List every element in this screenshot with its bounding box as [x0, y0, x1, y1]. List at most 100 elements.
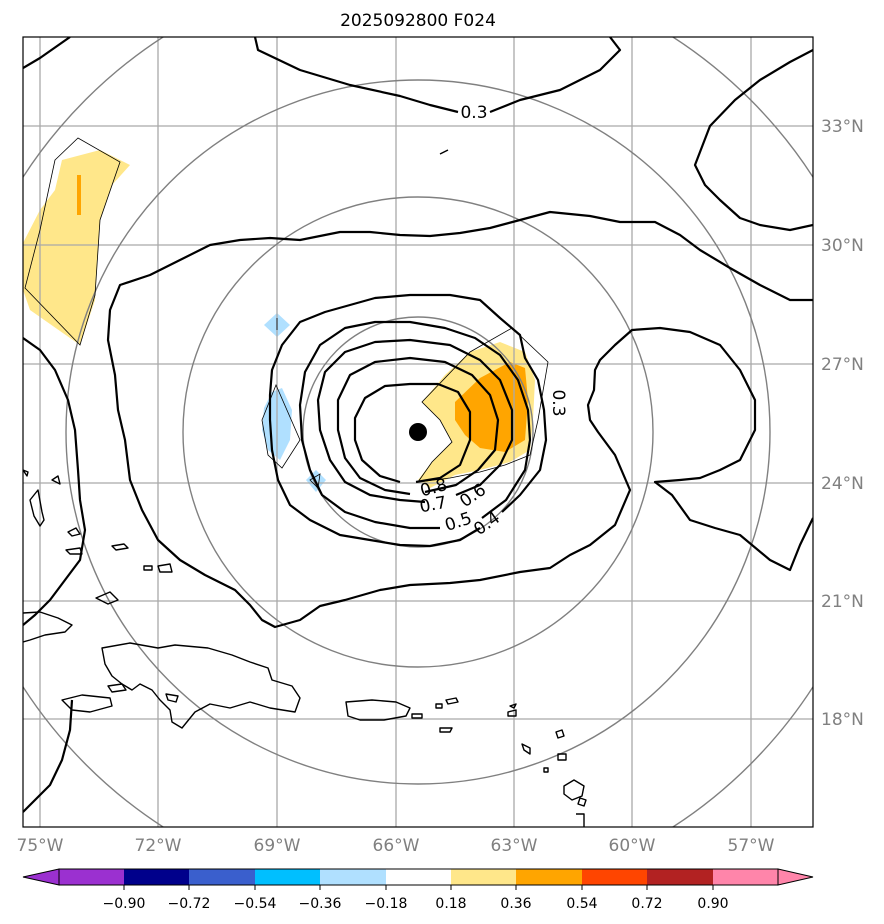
- lon-label-75w: 75°W: [17, 836, 64, 856]
- colorbar-seg-10: [647, 869, 713, 885]
- coast-inagua: [95, 591, 119, 605]
- colorbar-seg-11: [713, 869, 778, 885]
- coast-guadeloupe: [563, 779, 585, 801]
- map-frame: [22, 36, 814, 828]
- lon-label-69w: 69°W: [254, 836, 301, 856]
- colorbar-label-018: 0.18: [435, 896, 466, 912]
- colorbar-extend-high: [777, 868, 814, 886]
- coast-marie-galante: [577, 797, 587, 807]
- figure-title: 2025092800 F024: [340, 11, 496, 31]
- thin-outline-west: [261, 383, 301, 469]
- colorbar-seg-1: [59, 869, 124, 885]
- contour-07: [336, 356, 500, 496]
- coast-stmartin: [509, 703, 517, 709]
- colorbar-seg-9: [582, 869, 647, 885]
- coast-bahamas-1: [111, 543, 129, 551]
- thin-outline-small: [309, 473, 321, 489]
- coast-vi-1: [435, 703, 443, 709]
- colorbar-seg-5: [320, 869, 386, 885]
- lat-label-27n: 27°N: [821, 355, 864, 375]
- contour-label-07: 0.7: [418, 493, 448, 517]
- map-panel: 0.3 0.3 0.8 0.7 0.6 0.5 0.4: [22, 36, 814, 828]
- lat-label-30n: 30°N: [821, 236, 864, 256]
- coast-bahamas-4: [29, 489, 45, 527]
- contour-03-north: [23, 37, 622, 114]
- contours: [23, 37, 813, 813]
- colorbar-label-neg054: −0.54: [234, 896, 277, 912]
- shade-yellow-northwest: [23, 150, 130, 345]
- colorbar-seg-2: [124, 869, 189, 885]
- coast-bahamas-5: [23, 469, 29, 477]
- coast-montserrat: [543, 767, 549, 773]
- lat-label-24n: 24°N: [821, 474, 864, 494]
- graticule: [23, 37, 813, 827]
- lat-label-18n: 18°N: [821, 710, 864, 730]
- colorbar-label-neg072: −0.72: [168, 896, 211, 912]
- colorbar-label-neg090: −0.90: [103, 896, 146, 912]
- latitude-labels: 33°N 30°N 27°N 24°N 21°N 18°N: [821, 117, 864, 730]
- contour-03-northeast: [693, 49, 813, 232]
- colorbar-label-072: 0.72: [631, 896, 662, 912]
- colorbar-frame: [58, 868, 779, 886]
- thin-outline-northwest: [24, 137, 121, 346]
- lon-label-57w: 57°W: [728, 836, 775, 856]
- coast-antigua: [555, 729, 565, 739]
- coast-vi-2: [445, 697, 459, 705]
- contour-05: [298, 320, 532, 530]
- coast-vieques: [411, 713, 423, 719]
- colorbar-label-090: 0.90: [697, 896, 728, 912]
- coast-caicos: [157, 563, 173, 573]
- coast-gonave: [107, 683, 127, 693]
- colorbar-seg-3: [189, 869, 255, 885]
- colorbar-seg-7: [451, 869, 516, 885]
- coast-bahamas-3: [67, 527, 81, 537]
- thin-outlines: [24, 137, 549, 489]
- contour-06: [316, 338, 514, 504]
- storm-center-marker: [409, 423, 427, 441]
- coast-stcroix: [439, 727, 453, 733]
- colorbar-extend-low: [22, 868, 60, 886]
- colorbar: −0.90 −0.72 −0.54 −0.36 −0.18 0.18 0.36 …: [22, 868, 814, 912]
- coast-bermuda-dot: [439, 149, 449, 155]
- colorbar-label-036: 0.36: [500, 896, 531, 912]
- coast-hispaniola: [101, 642, 301, 729]
- colorbar-ticks: [123, 885, 714, 890]
- contour-label-03-east: 0.3: [548, 389, 568, 416]
- coast-kitts: [521, 743, 531, 755]
- lon-label-63w: 63°W: [491, 836, 538, 856]
- coast-puerto-rico: [345, 699, 411, 721]
- contour-03-west: [23, 337, 87, 626]
- contour-03-southwest: [23, 699, 74, 813]
- colorbar-label-neg018: −0.18: [365, 896, 408, 912]
- shade-orange-streak: [77, 175, 81, 215]
- lat-label-21n: 21°N: [821, 592, 864, 612]
- coast-hisp-inlet: [165, 693, 179, 703]
- coast-dominica: [576, 813, 585, 827]
- contour-08: [353, 382, 472, 484]
- thin-outline-core: [417, 327, 549, 483]
- lon-label-66w: 66°W: [373, 836, 420, 856]
- lon-label-72w: 72°W: [135, 836, 182, 856]
- coast-turks: [143, 565, 153, 571]
- positive-shading: [23, 150, 535, 488]
- contour-04: [268, 293, 548, 548]
- contour-03-east: [106, 210, 813, 629]
- colorbar-label-054: 0.54: [566, 896, 597, 912]
- coast-anguilla: [507, 709, 517, 717]
- coast-cuba-east: [23, 611, 73, 643]
- colorbar-seg-4: [255, 869, 320, 885]
- contour-label-03-north: 0.3: [460, 103, 487, 123]
- range-ring-1: [302, 316, 534, 548]
- coast-barbuda: [557, 753, 567, 761]
- colorbar-seg-6: [386, 869, 451, 885]
- lat-label-33n: 33°N: [821, 117, 864, 137]
- range-ring-2: [182, 196, 654, 668]
- range-ring-3: [65, 79, 771, 785]
- coast-bahamas-6: [51, 475, 61, 485]
- range-rings: [23, 37, 813, 827]
- colorbar-label-neg036: −0.36: [299, 896, 342, 912]
- shade-orange-core: [455, 362, 528, 452]
- longitude-labels: 75°W 72°W 69°W 66°W 63°W 60°W 57°W: [17, 836, 775, 856]
- lon-label-60w: 60°W: [609, 836, 656, 856]
